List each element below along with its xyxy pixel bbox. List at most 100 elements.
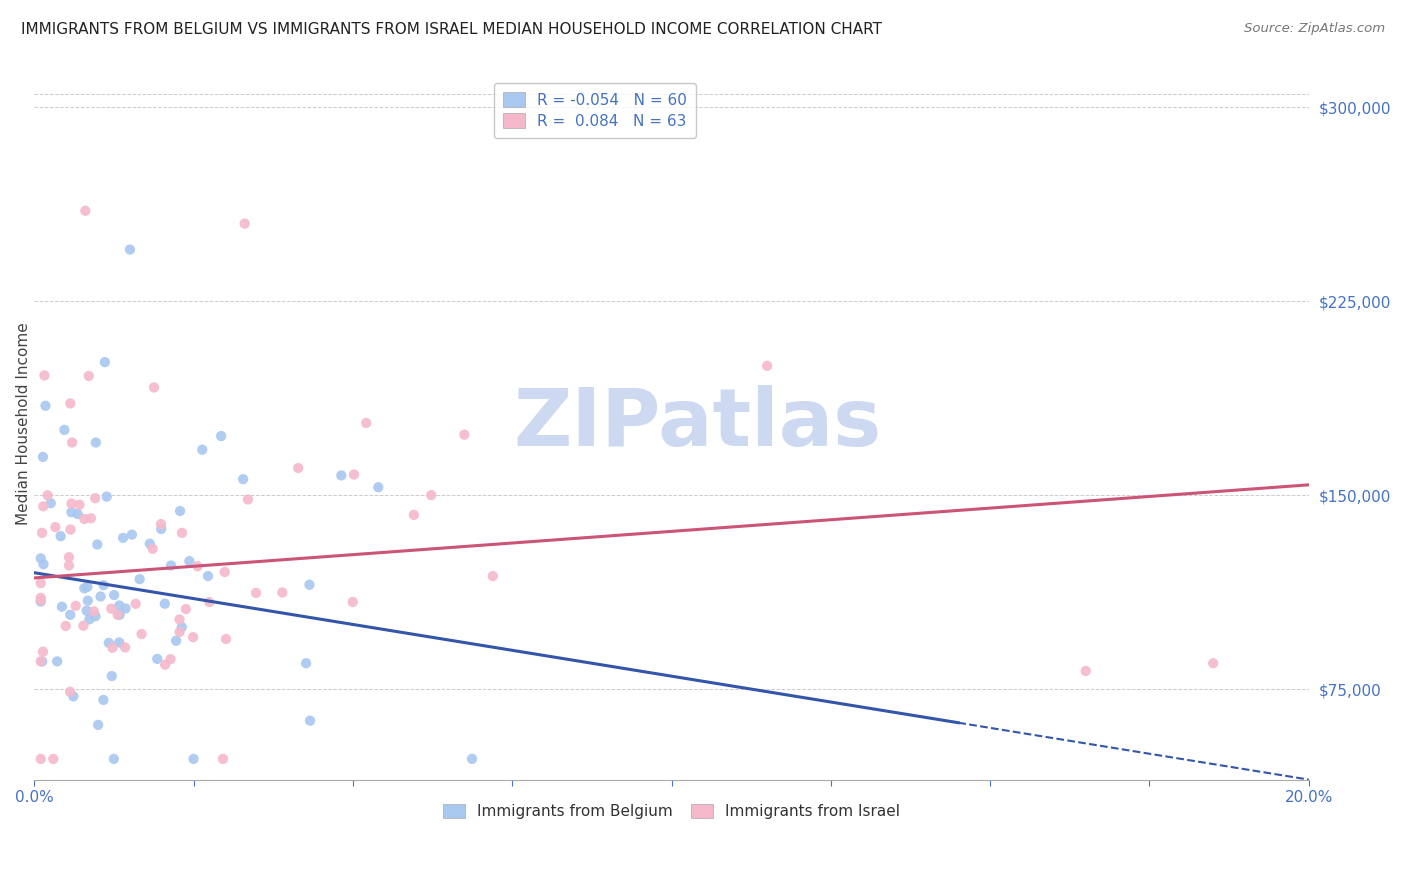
Point [58, 550, 80, 565]
Point [39, 496, 62, 510]
Point [100, 601, 122, 615]
Point [271, 585, 294, 599]
Point [150, 522, 173, 536]
Point [179, 554, 201, 568]
Point [59, 523, 82, 537]
Point [59, 607, 82, 622]
Point [66, 507, 89, 521]
Point [87, 718, 110, 732]
Point [121, 527, 143, 541]
Y-axis label: Median Household Income: Median Household Income [15, 323, 31, 525]
Point [32, 645, 55, 659]
Point [73, 582, 96, 596]
Point [32, 500, 55, 514]
Point [60, 435, 83, 450]
Point [108, 607, 131, 622]
Point [103, 752, 125, 766]
Point [30, 593, 52, 607]
Point [60, 497, 83, 511]
Point [118, 243, 141, 257]
Point [342, 595, 364, 609]
Point [150, 517, 173, 532]
Point [101, 640, 124, 655]
Point [245, 586, 267, 600]
Point [197, 569, 219, 583]
Point [76, 580, 98, 594]
Point [34, 368, 56, 383]
Point [1074, 664, 1097, 678]
Point [215, 632, 238, 646]
Point [75, 203, 97, 218]
Point [402, 508, 425, 522]
Point [107, 607, 129, 622]
Point [453, 427, 475, 442]
Point [55, 619, 77, 633]
Point [59, 396, 82, 410]
Point [169, 504, 191, 518]
Point [72, 619, 94, 633]
Point [93, 693, 115, 707]
Point [30, 551, 52, 566]
Point [46, 654, 69, 668]
Point [65, 599, 87, 613]
Text: ZIPatlas: ZIPatlas [513, 385, 882, 463]
Point [84, 435, 107, 450]
Point [143, 380, 166, 394]
Point [299, 714, 322, 728]
Point [1202, 657, 1225, 671]
Point [142, 541, 165, 556]
Point [181, 630, 204, 644]
Point [367, 480, 389, 494]
Text: Source: ZipAtlas.com: Source: ZipAtlas.com [1244, 22, 1385, 36]
Point [51, 599, 73, 614]
Point [83, 604, 105, 618]
Point [131, 627, 153, 641]
Point [77, 368, 100, 383]
Point [30, 591, 52, 605]
Point [94, 355, 117, 369]
Point [37, 488, 59, 502]
Point [212, 752, 235, 766]
Point [330, 468, 353, 483]
Legend: Immigrants from Belgium, Immigrants from Israel: Immigrants from Belgium, Immigrants from… [437, 797, 905, 825]
Point [76, 604, 98, 618]
Point [287, 461, 309, 475]
Point [80, 511, 103, 525]
Point [343, 467, 366, 482]
Point [214, 565, 236, 579]
Point [30, 654, 52, 668]
Point [53, 423, 76, 437]
Point [108, 635, 131, 649]
Point [93, 578, 115, 592]
Point [236, 492, 259, 507]
Point [84, 491, 107, 506]
Text: IMMIGRANTS FROM BELGIUM VS IMMIGRANTS FROM ISRAEL MEDIAN HOUSEHOLD INCOME CORREL: IMMIGRANTS FROM BELGIUM VS IMMIGRANTS FR… [21, 22, 882, 37]
Point [169, 624, 191, 639]
Point [73, 512, 96, 526]
Point [153, 597, 176, 611]
Point [420, 488, 443, 502]
Point [159, 652, 181, 666]
Point [69, 498, 91, 512]
Point [482, 569, 505, 583]
Point [461, 752, 484, 766]
Point [169, 612, 191, 626]
Point [160, 558, 183, 573]
Point [170, 620, 193, 634]
Point [114, 640, 136, 655]
Point [139, 537, 162, 551]
Point [59, 685, 82, 699]
Point [103, 588, 125, 602]
Point [232, 472, 254, 486]
Point [76, 593, 98, 607]
Point [44, 520, 66, 534]
Point [60, 505, 83, 519]
Point [30, 594, 52, 608]
Point [112, 531, 135, 545]
Point [58, 558, 80, 573]
Point [42, 752, 65, 766]
Point [153, 657, 176, 672]
Point [298, 578, 321, 592]
Point [191, 442, 214, 457]
Point [90, 590, 112, 604]
